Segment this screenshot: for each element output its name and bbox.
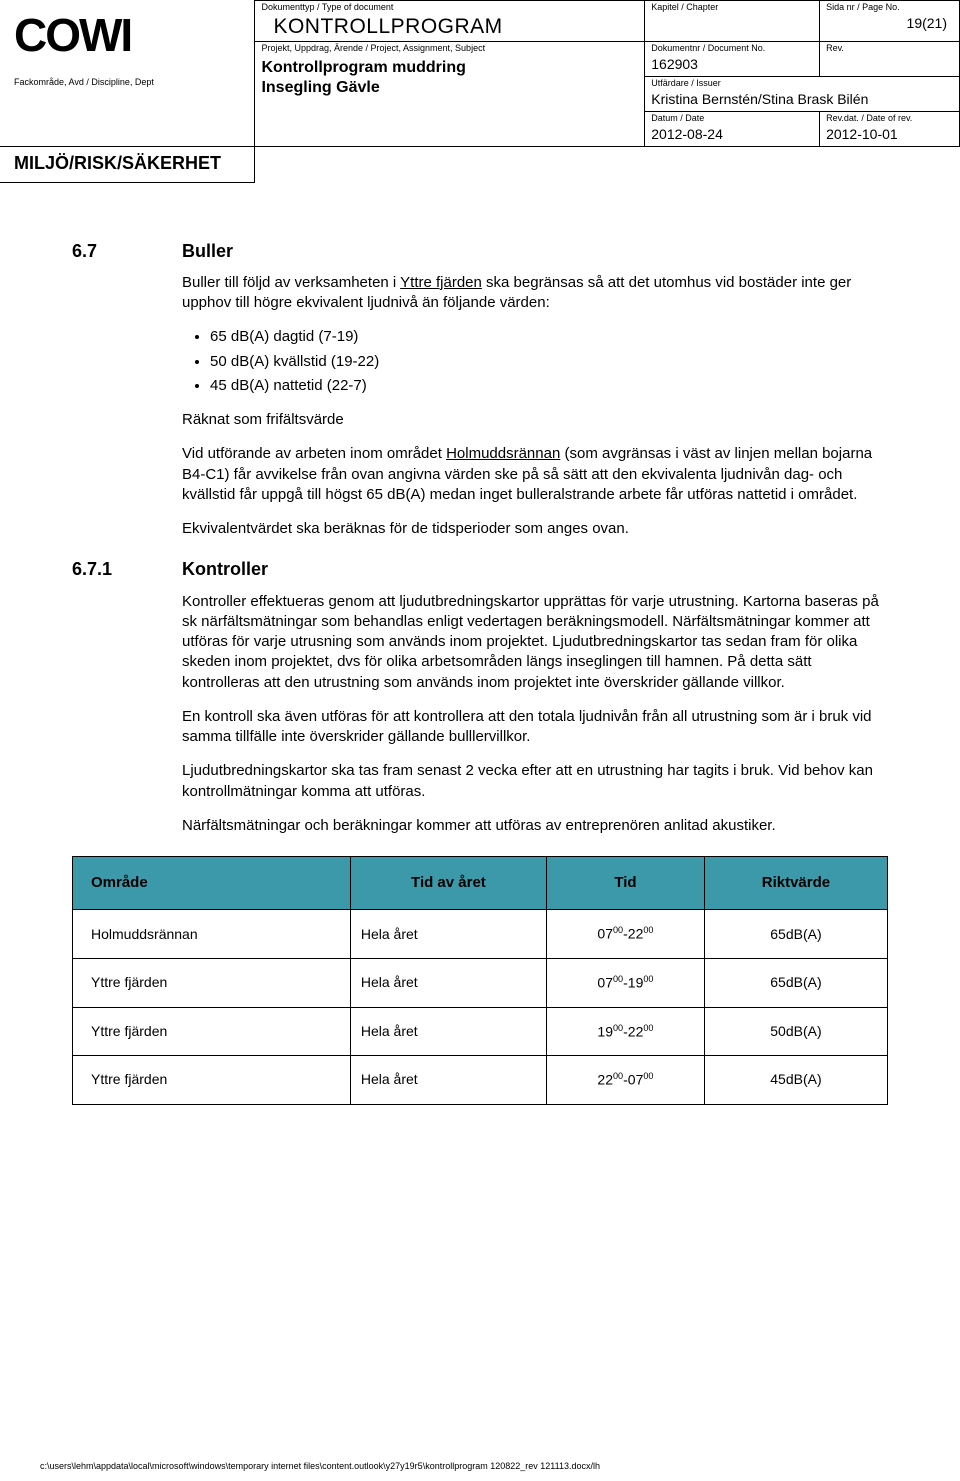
riktvarde-table: Område Tid av året Tid Riktvärde Holmudd… [72,856,888,1104]
section-6-7-1-heading: 6.7.1 Kontroller [72,557,888,581]
s671-p2: En kontroll ska även utföras för att kon… [182,707,888,748]
value-docno: 162903 [651,56,698,72]
td-tid: 0700-2200 [547,910,705,959]
td-tid-av-aret: Hela året [350,958,546,1007]
value-dept: MILJÖ/RISK/SÄKERHET [6,149,248,180]
label-doctype: Dokumenttyp / Type of document [261,3,638,13]
s67-p4: Ekvivalentvärdet ska beräknas för de tid… [182,519,888,539]
label-revdate: Rev.dat. / Date of rev. [826,114,953,124]
s67-bullet: 50 dB(A) kvällstid (19-22) [210,352,888,372]
value-revdate: 2012-10-01 [826,126,898,142]
td-tid: 0700-1900 [547,958,705,1007]
svg-text:COWI: COWI [14,11,131,59]
s671-p1: Kontroller effektueras genom att ljudutb… [182,592,888,693]
label-chapter: Kapitel / Chapter [651,3,813,13]
footer-path: c:\users\lehm\appdata\local\microsoft\wi… [40,1461,600,1471]
s67-p3: Vid utförande av arbeten inom området Ho… [182,444,888,505]
section-6-7-title: Buller [182,239,233,263]
table-row: Yttre fjärdenHela året0700-190065dB(A) [73,958,888,1007]
td-riktvarde: 45dB(A) [704,1056,887,1105]
s67-p2: Räknat som frifältsvärde [182,410,888,430]
s67-bullet: 65 dB(A) dagtid (7-19) [210,327,888,347]
td-riktvarde: 65dB(A) [704,910,887,959]
label-docno: Dokumentnr / Document No. [651,44,813,54]
section-6-7-1-title: Kontroller [182,557,268,581]
cowi-logo: COWI [14,11,224,59]
td-tid-av-aret: Hela året [350,910,546,959]
value-pageno: 19(21) [826,15,953,32]
table-body: HolmuddsrännanHela året0700-220065dB(A)Y… [73,910,888,1104]
value-issuer: Kristina Bernstén/Stina Brask Bilén [651,91,868,107]
section-6-7-1-num: 6.7.1 [72,557,182,581]
table-row: HolmuddsrännanHela året0700-220065dB(A) [73,910,888,959]
td-riktvarde: 65dB(A) [704,958,887,1007]
th-riktvarde: Riktvärde [704,857,887,910]
table-row: Yttre fjärdenHela året2200-070045dB(A) [73,1056,888,1105]
label-discipline: Fackområde, Avd / Discipline, Dept [6,78,248,88]
table-row: Yttre fjärdenHela året1900-220050dB(A) [73,1007,888,1056]
td-tid-av-aret: Hela året [350,1007,546,1056]
s67-bullets: 65 dB(A) dagtid (7-19) 50 dB(A) kvällsti… [182,327,888,396]
page: COWI Dokumenttyp / Type of document KONT… [0,0,960,1481]
td-tid: 2200-0700 [547,1056,705,1105]
s671-p3: Ljudutbredningskartor ska tas fram senas… [182,761,888,802]
value-doctype: KONTROLLPROGRAM [261,15,502,38]
td-tid-av-aret: Hela året [350,1056,546,1105]
td-tid: 1900-2200 [547,1007,705,1056]
value-date: 2012-08-24 [651,126,723,142]
s67-p1: Buller till följd av verksamheten i Yttr… [182,273,888,314]
section-6-7-1-body: Kontroller effektueras genom att ljudutb… [72,592,888,837]
th-omrade: Område [73,857,351,910]
td-omrade: Holmuddsrännan [73,910,351,959]
th-tid: Tid [547,857,705,910]
label-date: Datum / Date [651,114,813,124]
s671-p4: Närfältsmätningar och beräkningar kommer… [182,816,888,836]
section-6-7-num: 6.7 [72,239,182,263]
section-6-7-heading: 6.7 Buller [72,239,888,263]
td-omrade: Yttre fjärden [73,1056,351,1105]
th-tid-av-aret: Tid av året [350,857,546,910]
label-pageno: Sida nr / Page No. [826,3,953,13]
td-omrade: Yttre fjärden [73,1007,351,1056]
label-rev: Rev. [826,44,953,54]
header-table: COWI Dokumenttyp / Type of document KONT… [0,0,960,183]
td-omrade: Yttre fjärden [73,958,351,1007]
section-6-7-body: Buller till följd av verksamheten i Yttr… [72,273,888,540]
value-project-l2: Insegling Gävle [261,79,379,96]
label-issuer: Utfärdare / Issuer [651,79,953,89]
td-riktvarde: 50dB(A) [704,1007,887,1056]
value-project-l1: Kontrollprogram muddring [261,59,465,76]
label-project: Projekt, Uppdrag, Ärende / Project, Assi… [261,44,638,54]
s67-bullet: 45 dB(A) nattetid (22-7) [210,376,888,396]
content: 6.7 Buller Buller till följd av verksamh… [0,183,960,1125]
